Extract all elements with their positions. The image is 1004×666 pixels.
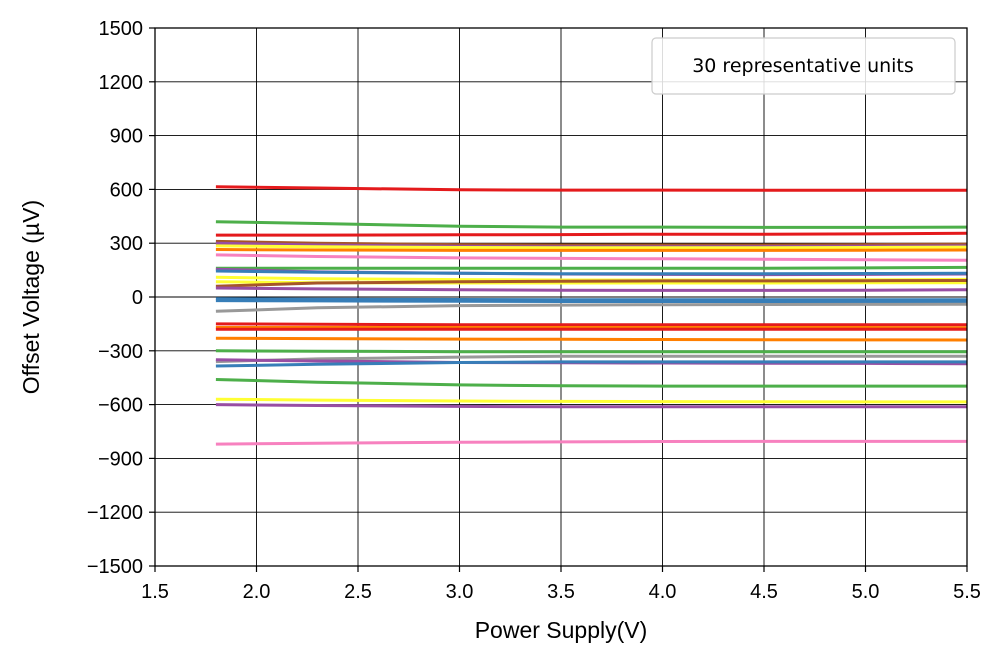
series-line-unit-23 [216,351,967,352]
y-tick-label: −300 [98,341,143,363]
x-tick-label: 2.5 [344,581,372,603]
y-axis-ticks: 1500 1200 900 600 300 0 −300 −600 −900 −1200 −1500 [87,18,155,578]
x-tick-label: 1.5 [141,581,169,603]
x-tick-label: 4.0 [649,581,677,603]
x-tick-label: 5.0 [852,581,880,603]
x-tick-label: 3.0 [446,581,474,603]
series-line-unit-17 [216,301,967,302]
x-tick-label: 3.5 [547,581,575,603]
x-axis-ticks: 1.5 2.0 2.5 3.0 3.5 4.0 4.5 5.0 5.5 [141,566,981,603]
legend: 30 representative units [652,38,955,94]
legend-text: 30 representative units [692,55,914,77]
y-tick-label: −1500 [87,556,143,578]
y-tick-label: 900 [110,126,143,148]
x-axis-label: Power Supply(V) [475,617,648,643]
y-tick-label: 1500 [99,18,144,40]
series-line-unit-7 [216,250,967,251]
x-tick-label: 2.0 [243,581,271,603]
x-tick-label: 4.5 [750,581,778,603]
series-line-unit-19 [216,324,967,325]
y-tick-label: 1200 [99,72,144,94]
y-tick-label: −1200 [87,502,143,524]
y-tick-label: −600 [98,395,143,417]
y-tick-label: 300 [110,233,143,255]
y-tick-label: 600 [110,179,143,201]
x-tick-label: 5.5 [953,581,981,603]
y-axis-label: Offset Voltage (µV) [18,200,44,394]
series-line-unit-22 [216,338,967,340]
y-tick-label: 0 [132,287,143,309]
y-tick-label: −900 [98,448,143,470]
series-line-unit-9 [216,267,967,268]
